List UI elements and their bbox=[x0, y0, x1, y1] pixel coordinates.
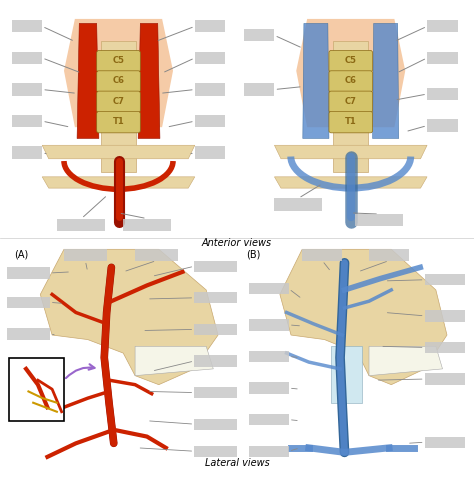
Polygon shape bbox=[274, 145, 427, 159]
Text: (A): (A) bbox=[14, 249, 28, 259]
Polygon shape bbox=[280, 249, 447, 384]
Text: C5: C5 bbox=[345, 56, 357, 65]
Text: T1: T1 bbox=[345, 117, 356, 126]
FancyBboxPatch shape bbox=[194, 292, 237, 303]
FancyBboxPatch shape bbox=[425, 274, 465, 286]
Text: T1: T1 bbox=[113, 117, 124, 126]
FancyBboxPatch shape bbox=[369, 249, 409, 261]
FancyBboxPatch shape bbox=[7, 267, 50, 278]
FancyBboxPatch shape bbox=[249, 414, 289, 425]
Text: C6: C6 bbox=[112, 76, 125, 85]
FancyBboxPatch shape bbox=[194, 387, 237, 398]
Polygon shape bbox=[303, 24, 329, 139]
Polygon shape bbox=[135, 347, 213, 376]
Polygon shape bbox=[333, 41, 368, 172]
FancyBboxPatch shape bbox=[195, 52, 225, 64]
FancyBboxPatch shape bbox=[427, 52, 457, 64]
FancyBboxPatch shape bbox=[249, 351, 289, 362]
FancyBboxPatch shape bbox=[329, 71, 373, 92]
FancyBboxPatch shape bbox=[274, 198, 322, 211]
Polygon shape bbox=[42, 177, 195, 188]
FancyBboxPatch shape bbox=[195, 115, 225, 127]
FancyBboxPatch shape bbox=[194, 355, 237, 367]
Text: C7: C7 bbox=[112, 97, 125, 106]
FancyBboxPatch shape bbox=[12, 83, 42, 96]
FancyBboxPatch shape bbox=[249, 319, 289, 331]
FancyBboxPatch shape bbox=[194, 261, 237, 272]
FancyBboxPatch shape bbox=[425, 310, 465, 322]
FancyBboxPatch shape bbox=[7, 297, 50, 308]
Text: (B): (B) bbox=[246, 249, 261, 259]
FancyBboxPatch shape bbox=[329, 50, 373, 72]
FancyBboxPatch shape bbox=[135, 249, 178, 261]
FancyBboxPatch shape bbox=[329, 91, 373, 112]
Polygon shape bbox=[331, 347, 362, 403]
FancyBboxPatch shape bbox=[195, 83, 225, 96]
FancyBboxPatch shape bbox=[329, 111, 373, 133]
Polygon shape bbox=[42, 145, 195, 159]
FancyBboxPatch shape bbox=[425, 437, 465, 448]
FancyBboxPatch shape bbox=[12, 115, 42, 127]
FancyBboxPatch shape bbox=[12, 52, 42, 64]
Text: C5: C5 bbox=[112, 56, 125, 65]
FancyBboxPatch shape bbox=[249, 445, 289, 457]
FancyBboxPatch shape bbox=[425, 373, 465, 384]
FancyBboxPatch shape bbox=[64, 249, 107, 261]
FancyBboxPatch shape bbox=[302, 249, 342, 261]
Bar bbox=[9, 358, 64, 421]
FancyBboxPatch shape bbox=[355, 214, 403, 227]
FancyBboxPatch shape bbox=[12, 20, 42, 33]
FancyBboxPatch shape bbox=[57, 218, 105, 231]
FancyBboxPatch shape bbox=[249, 383, 289, 394]
FancyBboxPatch shape bbox=[123, 218, 171, 231]
Polygon shape bbox=[101, 41, 136, 172]
FancyBboxPatch shape bbox=[244, 29, 274, 41]
FancyBboxPatch shape bbox=[195, 146, 225, 159]
FancyBboxPatch shape bbox=[425, 342, 465, 353]
FancyBboxPatch shape bbox=[194, 445, 237, 457]
Text: Lateral views: Lateral views bbox=[205, 458, 269, 468]
Text: C7: C7 bbox=[345, 97, 357, 106]
Polygon shape bbox=[373, 24, 399, 139]
FancyBboxPatch shape bbox=[12, 146, 42, 159]
FancyBboxPatch shape bbox=[97, 111, 140, 133]
Polygon shape bbox=[64, 19, 173, 127]
FancyBboxPatch shape bbox=[427, 20, 457, 33]
FancyBboxPatch shape bbox=[194, 419, 237, 430]
Polygon shape bbox=[77, 24, 99, 139]
Polygon shape bbox=[369, 347, 443, 376]
FancyBboxPatch shape bbox=[97, 50, 140, 72]
Polygon shape bbox=[40, 249, 218, 384]
Text: C6: C6 bbox=[345, 76, 357, 85]
FancyBboxPatch shape bbox=[427, 120, 457, 132]
Text: Anterior views: Anterior views bbox=[202, 238, 272, 248]
FancyBboxPatch shape bbox=[195, 20, 225, 33]
FancyBboxPatch shape bbox=[244, 83, 274, 96]
FancyBboxPatch shape bbox=[97, 71, 140, 92]
FancyBboxPatch shape bbox=[194, 324, 237, 335]
FancyBboxPatch shape bbox=[249, 283, 289, 294]
FancyBboxPatch shape bbox=[427, 88, 457, 100]
FancyBboxPatch shape bbox=[7, 328, 50, 339]
Polygon shape bbox=[138, 24, 160, 139]
Polygon shape bbox=[274, 177, 427, 188]
FancyBboxPatch shape bbox=[97, 91, 140, 112]
Polygon shape bbox=[296, 19, 405, 127]
